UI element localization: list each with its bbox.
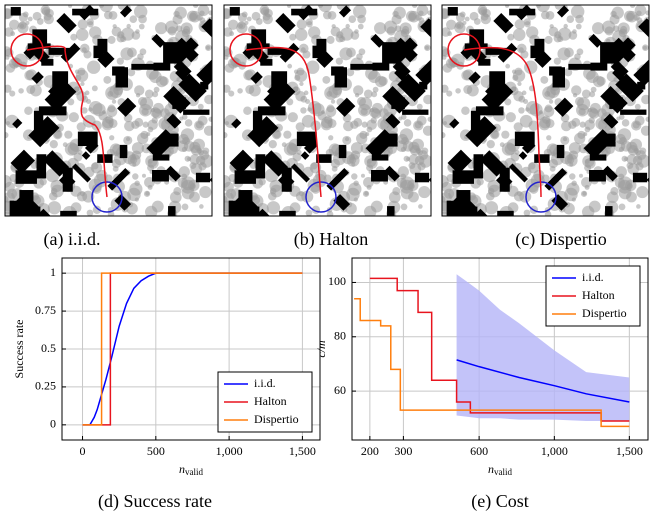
caption: (b) Halton [294,229,368,250]
x-tick-label: 1,000 [541,444,568,458]
series-line [456,359,630,403]
y-tick-label: 1 [50,265,56,279]
plot-frame [351,257,649,441]
y-tick-label: 60 [334,383,346,397]
map-a [0,0,228,239]
x-tick-label: 1,500 [616,444,643,458]
x-axis-label: nvalid [179,462,203,477]
y-tick-label: 0.75 [35,303,56,317]
legend-label: Halton [254,394,287,408]
x-axis-label-main: n [179,462,185,476]
legend-label: Halton [582,288,615,302]
x-axis-label-sub: valid [494,467,512,477]
chart: 200 300 600 1,000 1,500 60 80 100 i.i.d. Halton Di… [314,257,649,512]
y-axis-label: c/m [314,340,328,358]
x-tick-label: 600 [470,444,488,458]
series-line [82,272,303,426]
y-tick-label: 80 [334,329,346,343]
series-line [369,277,630,422]
legend-label: i.i.d. [582,270,604,284]
chart: 0 500 1,000 1,500 0 0.25 0.5 0.75 1 i.i.d. Halton D… [12,257,321,512]
x-tick-label: 0 [80,444,86,458]
x-tick-label: 200 [361,444,379,458]
x-tick-label: 500 [147,444,165,458]
caption: (a) i.i.d. [44,229,101,250]
x-axis-label-main: n [488,462,494,476]
x-axis-label: nvalid [488,462,512,477]
caption: (c) Dispertio [515,229,606,250]
x-axis-label-sub: valid [185,467,203,477]
plot-frame [61,257,321,441]
spread-band [456,274,630,421]
series-line [82,272,303,426]
legend-label: i.i.d. [254,376,276,390]
x-tick-label: 1,500 [289,444,316,458]
y-axis-label: Success rate [12,320,26,379]
caption: (d) Success rate [98,491,212,512]
map-b [218,0,447,239]
y-tick-label: 100 [328,274,346,288]
y-tick-label: 0.25 [35,379,56,393]
caption: (e) Cost [471,491,529,512]
map-c [436,0,652,239]
x-tick-label: 300 [394,444,412,458]
y-tick-label: 0 [50,417,56,431]
x-tick-label: 1,000 [216,444,243,458]
legend-label: Dispertio [254,412,299,426]
y-tick-label: 0.5 [41,341,56,355]
legend-label: Dispertio [582,306,627,320]
series-line [354,297,630,428]
